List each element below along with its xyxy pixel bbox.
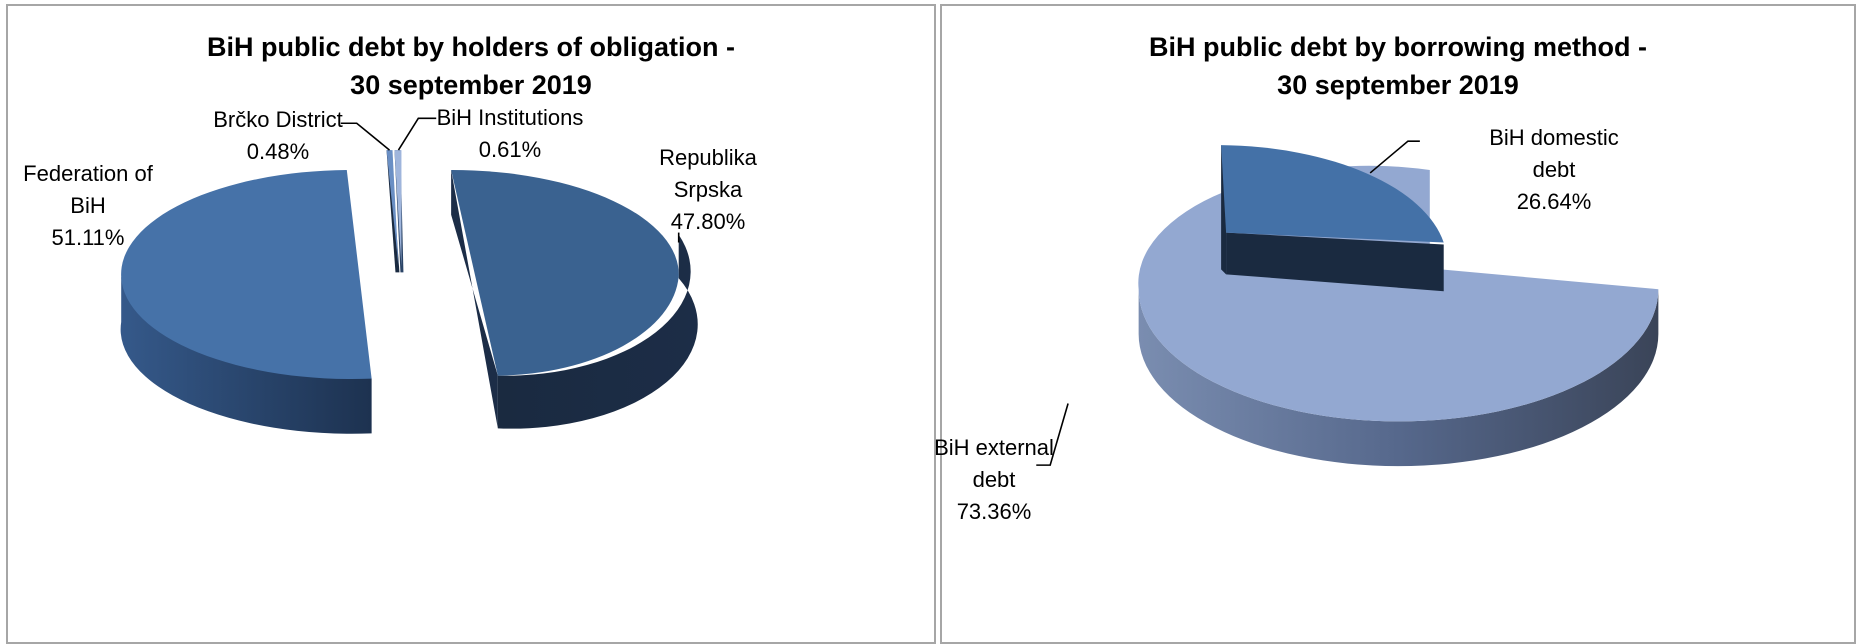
pie-chart-holders [120,117,698,434]
pie-slice-federation [120,169,372,434]
slice-name-line: debt [972,467,1016,492]
leader-line-brcko [340,122,391,151]
slice-name-line: debt [1532,157,1576,182]
pie-chart-borrowing [1036,140,1659,467]
data-label-federation: Federation of BiH 51.11% [18,158,158,254]
slice-percent: 47.80% [670,209,746,234]
slice-name-line: Srpska [673,177,743,202]
leader-line-external [1036,403,1069,466]
pie-slice-domestic-debt [1221,145,1444,292]
pie-slice-brcko [386,150,400,273]
chart-panel-holders: BiH public debt by holders of obligation… [6,4,936,644]
leader-line-domestic [1369,140,1420,174]
data-label-external-debt: BiH external debt 73.36% [932,432,1056,528]
slice-name-line: Brčko District [213,107,343,132]
chart-title-line-2: 30 september 2019 [350,70,592,100]
slice-name-line: BiH domestic [1489,125,1619,150]
data-label-domestic-debt: BiH domestic debt 26.64% [1470,122,1638,218]
chart-title: BiH public debt by holders of obligation… [8,28,934,104]
slice-percent: 26.64% [1516,189,1592,214]
leader-line-institutions [397,117,437,151]
slice-percent: 73.36% [956,499,1032,524]
slice-percent: 0.48% [246,139,310,164]
slice-name-line: BiH [70,193,106,218]
slice-name-line: Federation of [23,161,153,186]
slice-percent: 0.61% [478,137,542,162]
pie-slice-institutions [394,150,404,273]
slice-name-line: BiH external [934,435,1054,460]
chart-title-line-2: 30 september 2019 [1277,70,1519,100]
chart-title-line-1: BiH public debt by holders of obligation… [207,32,735,62]
data-label-brcko: Brčko District 0.48% [208,104,348,168]
chart-title-line-1: BiH public debt by borrowing method - [1149,32,1647,62]
chart-panel-borrowing: BiH public debt by borrowing method - 30… [934,4,1856,644]
slice-name-line: BiH Institutions [436,105,584,130]
slice-percent: 51.11% [51,225,125,250]
data-label-institutions: BiH Institutions 0.61% [430,102,590,166]
slice-name-line: Republika [659,145,757,170]
chart-title: BiH public debt by borrowing method - 30… [942,28,1854,104]
data-label-republika-srpska: Republika Srpska 47.80% [643,142,773,238]
